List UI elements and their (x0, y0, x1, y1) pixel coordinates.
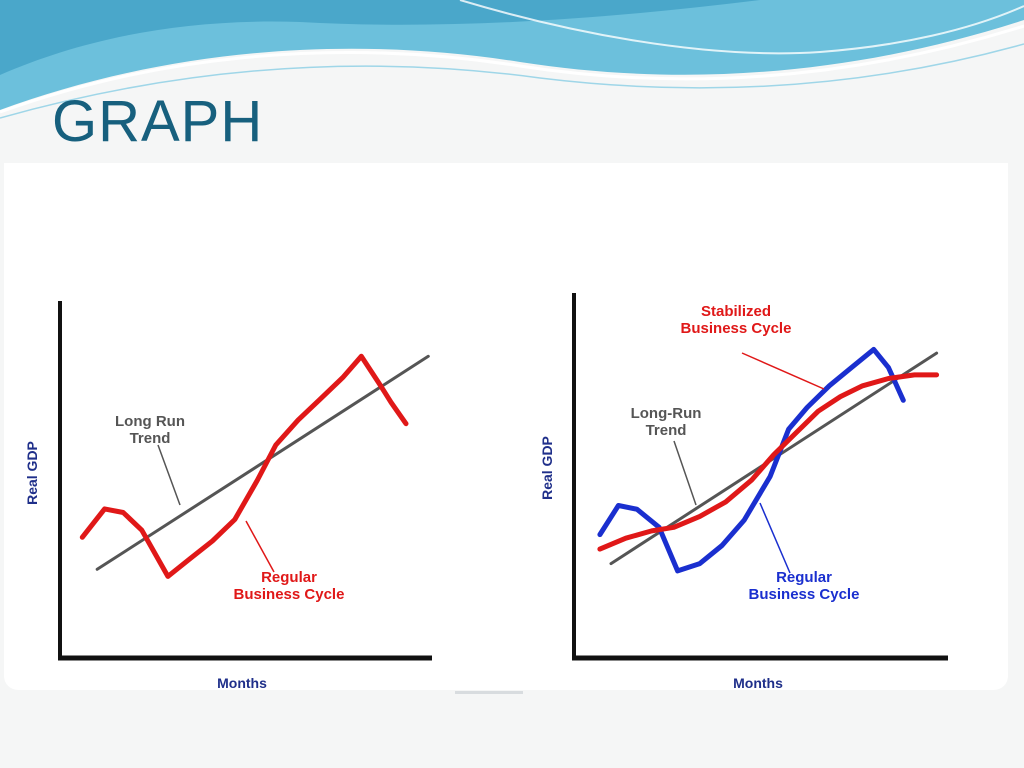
wave-band-deep (0, 0, 760, 75)
annotation-pointer (157, 444, 181, 506)
annotation-label: Trend (130, 430, 171, 447)
series-line-long-run-trend (95, 354, 430, 571)
annotation-label: Long-Run (631, 405, 702, 422)
annotation-label: Long Run (115, 413, 185, 430)
y-axis-label: Real GDP (24, 441, 40, 505)
annotation-pointer (759, 502, 791, 574)
annotation-label: Regular (261, 569, 317, 586)
annotation-label: Business Cycle (681, 320, 792, 337)
wave-band-dark (0, 0, 1024, 110)
y-axis-label: Real GDP (539, 436, 555, 500)
annotation-label: Stabilized (701, 303, 771, 320)
wave-line-upper (459, 0, 1024, 55)
slide-title: GRAPH (52, 89, 264, 154)
annotation-label: Trend (646, 422, 687, 439)
series-line-regular-business-cycle (597, 346, 906, 574)
x-axis-label: Months (733, 675, 783, 690)
x-axis-label: Months (217, 675, 267, 690)
series-line-regular-business-cycle (79, 353, 409, 579)
series-line-stabilized-business-cycle (597, 372, 940, 552)
wave-line-white (0, 24, 1024, 114)
annotation-label: Business Cycle (234, 586, 345, 603)
wave-line-light (0, 43, 1024, 119)
annotation-pointer (245, 520, 275, 573)
annotation-pointer (741, 352, 825, 390)
annotation-pointer (673, 440, 697, 506)
panel-divider (455, 691, 523, 694)
figure-panel: Months Real GDP Long Run Trend Regular Busine… (4, 163, 1008, 690)
annotation-label: Regular (776, 569, 832, 586)
annotation-label: Business Cycle (749, 586, 860, 603)
header-wave-decoration (0, 0, 1024, 119)
